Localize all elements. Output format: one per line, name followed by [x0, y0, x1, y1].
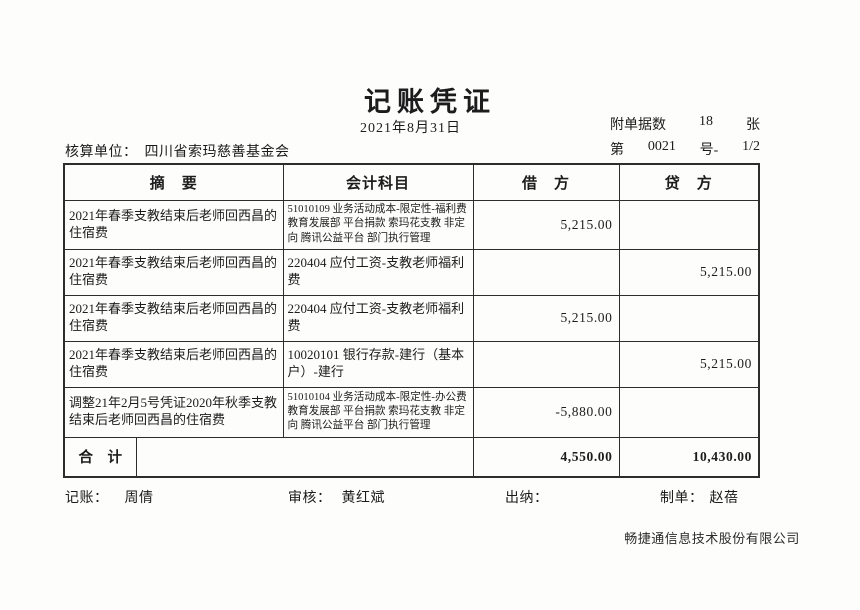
signature-preparer: 制单： 赵蓓 — [660, 487, 739, 507]
voucher-number-line: 第 0021 号- 1/2 — [610, 139, 760, 159]
credit-cell — [618, 294, 760, 342]
col-header-summary: 摘 要 — [63, 163, 284, 201]
attachment-count-line: 附单据数 18 张 — [610, 114, 760, 134]
voucher-no-suffix: 号- — [699, 143, 719, 158]
voucher-table: 摘 要 会计科目 借 方 贷 方 2021年春季支教结束后老师回西昌的住宿费 5… — [63, 163, 761, 478]
total-label-cell: 合 计 — [63, 436, 137, 478]
signature-reviewer: 审核： 黄红斌 — [288, 487, 385, 507]
preparer-label: 制单： — [660, 491, 704, 506]
table-header-row: 摘 要 会计科目 借 方 贷 方 — [63, 163, 760, 201]
table-row: 调整21年2月5号凭证2020年秋季支教结束后老师回西昌的住宿费 5101010… — [63, 386, 760, 438]
reviewer-name: 黄红斌 — [341, 491, 385, 506]
accounting-unit-name: 四川省索玛慈善基金会 — [144, 145, 290, 160]
preparer-name: 赵蓓 — [709, 491, 739, 506]
page-title: 记账凭证 — [364, 87, 496, 117]
col-header-credit: 贷 方 — [618, 163, 760, 201]
credit-cell: 5,215.00 — [618, 248, 760, 296]
attachment-label: 附单据数 — [610, 118, 666, 133]
summary-cell: 2021年春季支教结束后老师回西昌的住宿费 — [63, 248, 284, 296]
summary-cell: 调整21年2月5号凭证2020年秋季支教结束后老师回西昌的住宿费 — [63, 386, 284, 438]
summary-cell: 2021年春季支教结束后老师回西昌的住宿费 — [63, 199, 284, 250]
bookkeeper-label: 记账： — [65, 491, 109, 506]
total-row: 合 计 4,550.00 10,430.00 — [63, 436, 760, 478]
table-row: 2021年春季支教结束后老师回西昌的住宿费 51010109 业务活动成本-限定… — [63, 199, 760, 250]
accounting-unit-line: 核算单位： 四川省索玛慈善基金会 — [65, 141, 290, 161]
signature-cashier: 出纳： — [505, 487, 565, 507]
table-row: 2021年春季支教结束后老师回西昌的住宿费 10020101 银行存款-建行（基… — [63, 340, 760, 388]
credit-cell — [618, 199, 760, 250]
debit-cell — [472, 340, 620, 388]
voucher-no-page: 1/2 — [742, 139, 760, 154]
col-header-debit: 借 方 — [472, 163, 620, 201]
account-cell: 51010109 业务活动成本-限定性-福利费 教育发展部 平台捐款 索玛花支教… — [282, 199, 474, 250]
software-company-name: 畅捷通信息技术股份有限公司 — [624, 531, 800, 546]
voucher-no-number: 0021 — [647, 139, 676, 154]
credit-cell — [618, 386, 760, 438]
col-header-account: 会计科目 — [282, 163, 474, 201]
total-debit-cell: 4,550.00 — [472, 436, 620, 478]
total-credit-cell: 10,430.00 — [618, 436, 760, 478]
cashier-label: 出纳： — [505, 491, 549, 506]
debit-cell: 5,215.00 — [472, 294, 620, 342]
account-cell: 220404 应付工资-支教老师福利费 — [282, 294, 474, 342]
account-cell: 220404 应付工资-支教老师福利费 — [282, 248, 474, 296]
summary-cell: 2021年春季支教结束后老师回西昌的住宿费 — [63, 340, 284, 388]
signature-bookkeeper: 记账： 周倩 — [65, 487, 154, 507]
bookkeeper-name: 周倩 — [124, 491, 154, 506]
reviewer-label: 审核： — [288, 491, 332, 506]
debit-cell — [472, 248, 620, 296]
table-row: 2021年春季支教结束后老师回西昌的住宿费 220404 应付工资-支教老师福利… — [63, 294, 760, 342]
accounting-unit-label: 核算单位： — [65, 145, 138, 160]
attachment-count: 18 — [699, 114, 713, 129]
attachment-unit: 张 — [746, 118, 760, 133]
account-cell: 51010104 业务活动成本-限定性-办公费 教育发展部 平台捐款 索玛花支教… — [282, 386, 474, 438]
table-row: 2021年春季支教结束后老师回西昌的住宿费 220404 应付工资-支教老师福利… — [63, 248, 760, 296]
voucher-no-prefix: 第 — [610, 143, 624, 158]
debit-cell: 5,215.00 — [472, 199, 620, 250]
account-cell: 10020101 银行存款-建行（基本户）-建行 — [282, 340, 474, 388]
summary-cell: 2021年春季支教结束后老师回西昌的住宿费 — [63, 294, 284, 342]
total-empty-cell — [135, 436, 474, 478]
credit-cell: 5,215.00 — [618, 340, 760, 388]
voucher-date: 2021年8月31日 — [360, 121, 461, 136]
debit-cell: -5,880.00 — [472, 386, 620, 438]
